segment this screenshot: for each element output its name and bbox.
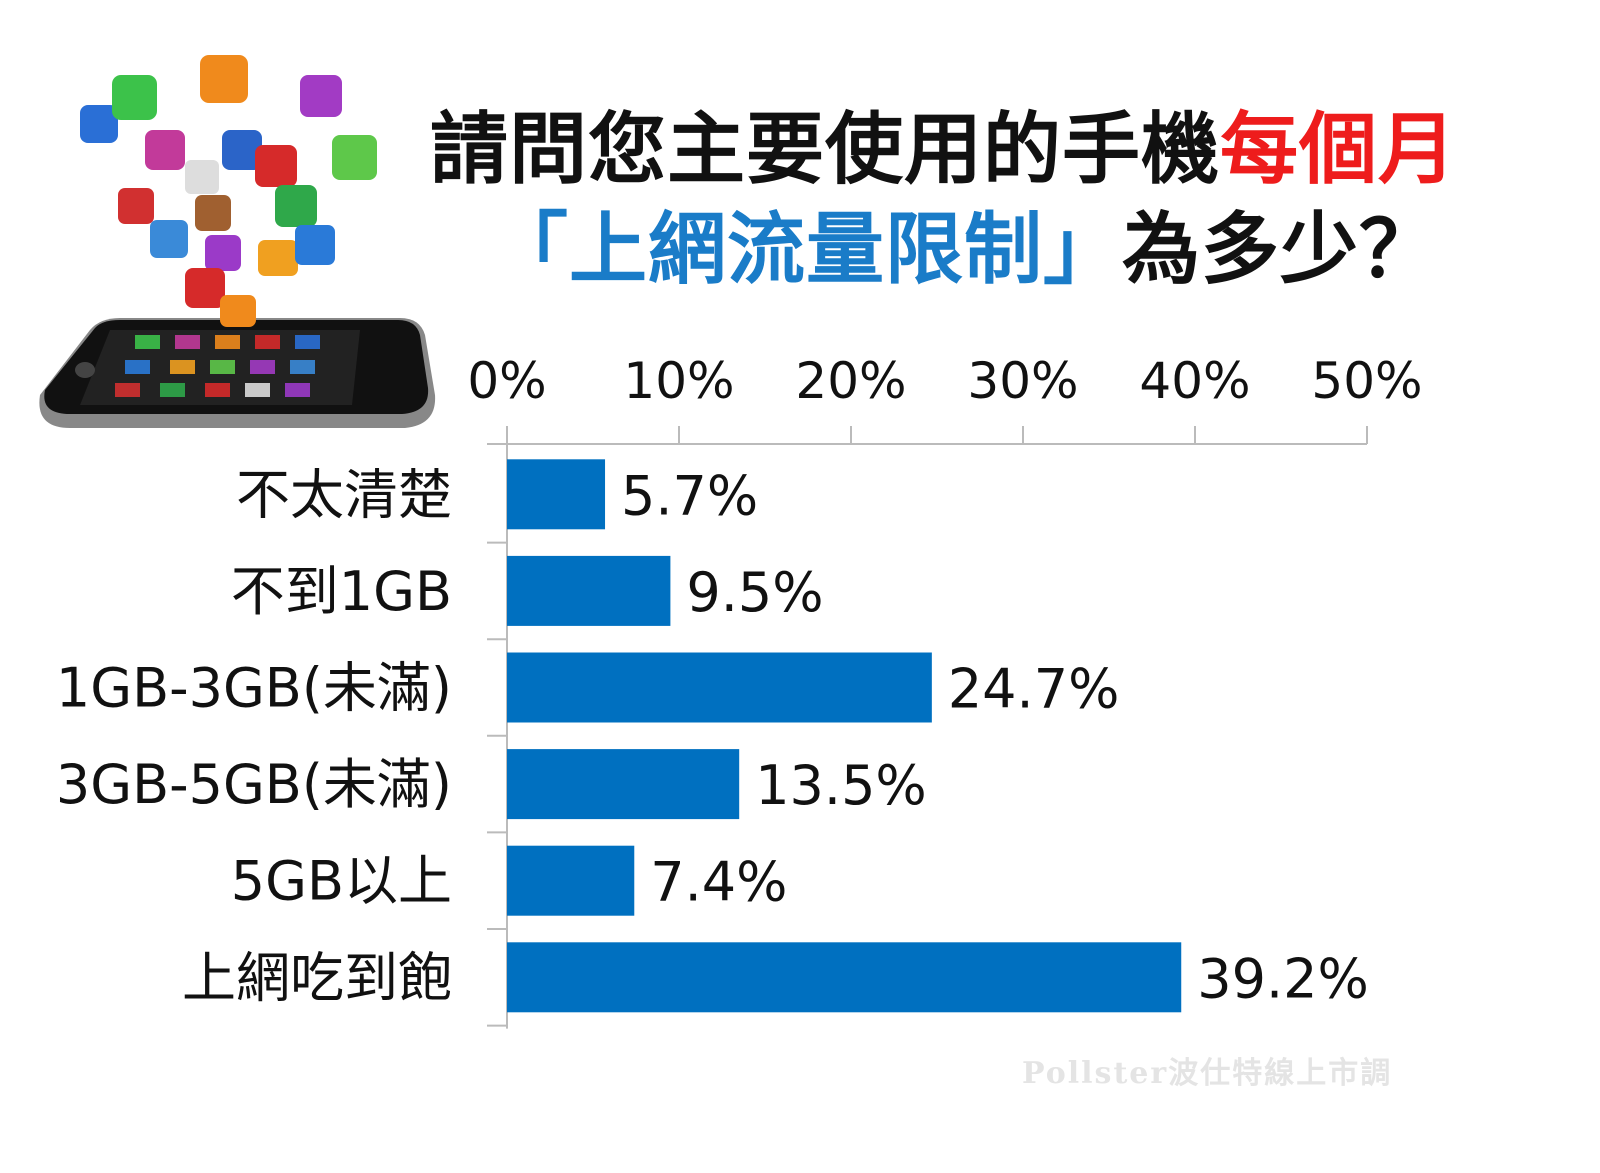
title-line1: 請問您主要使用的手機 — [430, 105, 1221, 195]
chart-title: 請問您主要使用的手機每個月 「上網流量限制」為多少？ — [430, 100, 1550, 300]
bar — [507, 555, 671, 626]
x-tick-label: 40% — [1139, 352, 1250, 410]
value-label: 7.4% — [650, 851, 787, 914]
category-label: 3GB-5GB(未滿) — [56, 753, 452, 816]
category-label: 不到1GB — [231, 560, 452, 623]
bar — [507, 749, 740, 820]
app-icons — [80, 55, 377, 397]
x-tick-label: 30% — [967, 352, 1078, 410]
value-label: 39.2% — [1197, 947, 1369, 1010]
category-label: 1GB-3GB(未滿) — [56, 657, 452, 720]
title-line1-highlight: 每個月 — [1220, 105, 1458, 195]
value-label: 9.5% — [686, 561, 823, 624]
bar — [507, 845, 635, 916]
title-line2: 為多少？ — [1122, 205, 1439, 295]
category-label: 不太清楚 — [236, 463, 452, 526]
x-tick-label: 0% — [467, 352, 546, 410]
category-label: 5GB以上 — [231, 850, 452, 913]
x-tick-label: 50% — [1311, 352, 1422, 410]
title-line2-highlight: 「上網流量限制」 — [490, 205, 1123, 295]
bar — [507, 459, 606, 530]
bar — [507, 652, 932, 723]
bar — [507, 942, 1182, 1013]
pollster-watermark: Pollster波仕特線上市調 — [1022, 1056, 1393, 1091]
value-label: 13.5% — [755, 754, 927, 817]
x-tick-label: 10% — [623, 352, 734, 410]
value-label: 24.7% — [948, 658, 1120, 721]
value-label: 5.7% — [621, 464, 758, 527]
category-label: 上網吃到飽 — [182, 946, 452, 1009]
phone-icon — [39, 318, 436, 428]
smartphone-apps-illustration — [39, 55, 436, 428]
x-tick-label: 20% — [795, 352, 906, 410]
